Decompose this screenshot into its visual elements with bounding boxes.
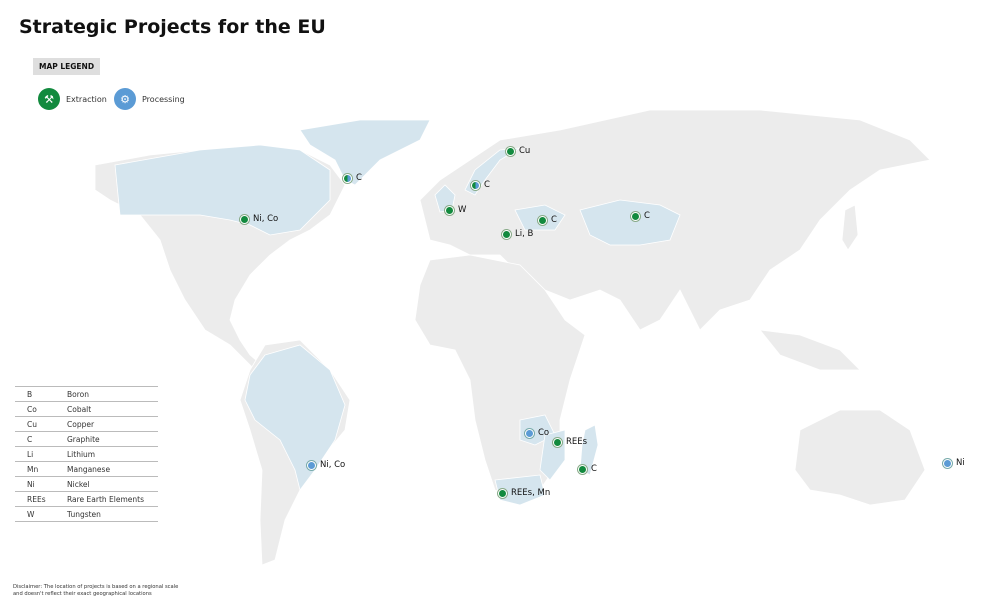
marker-label: Ni <box>956 458 965 468</box>
gears-icon: ⚙ <box>114 88 136 110</box>
abbr-name: Manganese <box>55 461 158 477</box>
abbr-code: Co <box>15 401 55 417</box>
table-row: Ni Nickel <box>15 476 158 492</box>
abbr-name: Graphite <box>55 431 158 447</box>
processing-dot <box>307 460 316 470</box>
table-row: C Graphite <box>15 431 158 447</box>
abbr-name: Nickel <box>55 476 158 492</box>
extraction-processing-dot <box>343 173 352 183</box>
greenland <box>299 119 431 186</box>
abbr-code: W <box>15 506 55 522</box>
project-marker[interactable]: C <box>631 211 650 221</box>
extraction-dot <box>498 488 507 498</box>
kazakhstan <box>579 199 681 246</box>
project-marker[interactable]: Co <box>525 428 549 438</box>
project-marker[interactable]: Ni, Co <box>240 214 278 224</box>
table-row: Li Lithium <box>15 446 158 462</box>
madagascar <box>579 424 599 476</box>
extraction-processing-dot <box>471 180 480 190</box>
processing-dot <box>525 428 534 438</box>
marker-label: C <box>591 464 597 474</box>
marker-label: C <box>551 215 557 225</box>
legend-processing: ⚙ Processing <box>114 88 185 110</box>
project-marker[interactable]: REEs <box>553 437 587 447</box>
marker-label: REEs <box>566 437 588 447</box>
extraction-dot <box>240 214 249 224</box>
pickaxe-icon: ⚒ <box>38 88 60 110</box>
southeast-asia-islands <box>759 329 861 371</box>
marker-label: C <box>484 180 490 190</box>
table-row: W Tungsten <box>15 506 158 522</box>
extraction-dot <box>445 205 454 215</box>
extraction-dot <box>578 464 587 474</box>
marker-label: Cu <box>519 146 531 156</box>
legend-label: Extraction <box>66 94 107 104</box>
abbr-name: Rare Earth Elements <box>55 491 158 507</box>
uk <box>434 184 456 213</box>
abbr-code: B <box>15 386 55 402</box>
table-row: B Boron <box>15 386 158 402</box>
project-marker[interactable]: REEs, Mn <box>498 488 550 498</box>
extraction-dot <box>631 211 640 221</box>
abbr-code: Ni <box>15 476 55 492</box>
extraction-dot <box>502 229 511 239</box>
marker-label: REEs, Mn <box>511 488 551 498</box>
abbr-name: Tungsten <box>55 506 158 522</box>
extraction-dot <box>553 437 562 447</box>
abbr-name: Lithium <box>55 446 158 462</box>
legend-extraction: ⚒ Extraction <box>38 88 107 110</box>
legend-label: Processing <box>142 94 185 104</box>
legend-tag: MAP LEGEND <box>33 58 101 75</box>
table-row: Co Cobalt <box>15 401 158 417</box>
table-row: Cu Copper <box>15 416 158 432</box>
project-marker[interactable]: C <box>343 173 362 183</box>
project-marker[interactable]: C <box>471 180 490 190</box>
extraction-dot <box>506 146 515 156</box>
brazil <box>244 344 346 491</box>
project-marker[interactable]: C <box>538 215 557 225</box>
extraction-dot <box>538 215 547 225</box>
marker-label: Ni, Co <box>253 214 279 224</box>
abbr-code: Mn <box>15 461 55 477</box>
project-marker[interactable]: Ni <box>943 458 965 468</box>
disclaimer: Disclaimer: The location of projects is … <box>13 584 179 597</box>
australia <box>794 409 926 506</box>
page-title: Strategic Projects for the EU <box>19 16 326 38</box>
abbreviation-table: B Boron Co Cobalt Cu Copper C Graphite Li Lit… <box>15 386 158 522</box>
project-marker[interactable]: Li, B <box>502 229 533 239</box>
marker-label: Ni, Co <box>320 460 346 470</box>
project-marker[interactable]: C <box>578 464 597 474</box>
abbr-code: Li <box>15 446 55 462</box>
marker-label: C <box>644 211 650 221</box>
project-marker[interactable]: Cu <box>506 146 530 156</box>
abbr-code: Cu <box>15 416 55 432</box>
abbr-code: C <box>15 431 55 447</box>
processing-dot <box>943 458 952 468</box>
marker-label: Co <box>538 428 550 438</box>
marker-label: C <box>356 173 362 183</box>
table-row: REEs Rare Earth Elements <box>15 491 158 507</box>
abbr-name: Cobalt <box>55 401 158 417</box>
project-marker[interactable]: Ni, Co <box>307 460 345 470</box>
marker-label: Li, B <box>515 229 534 239</box>
abbr-name: Boron <box>55 386 158 402</box>
table-row: Mn Manganese <box>15 461 158 477</box>
marker-label: W <box>458 205 467 215</box>
project-marker[interactable]: W <box>445 205 466 215</box>
japan <box>841 204 859 251</box>
canada <box>114 144 331 236</box>
abbr-name: Copper <box>55 416 158 432</box>
abbr-code: REEs <box>15 491 55 507</box>
